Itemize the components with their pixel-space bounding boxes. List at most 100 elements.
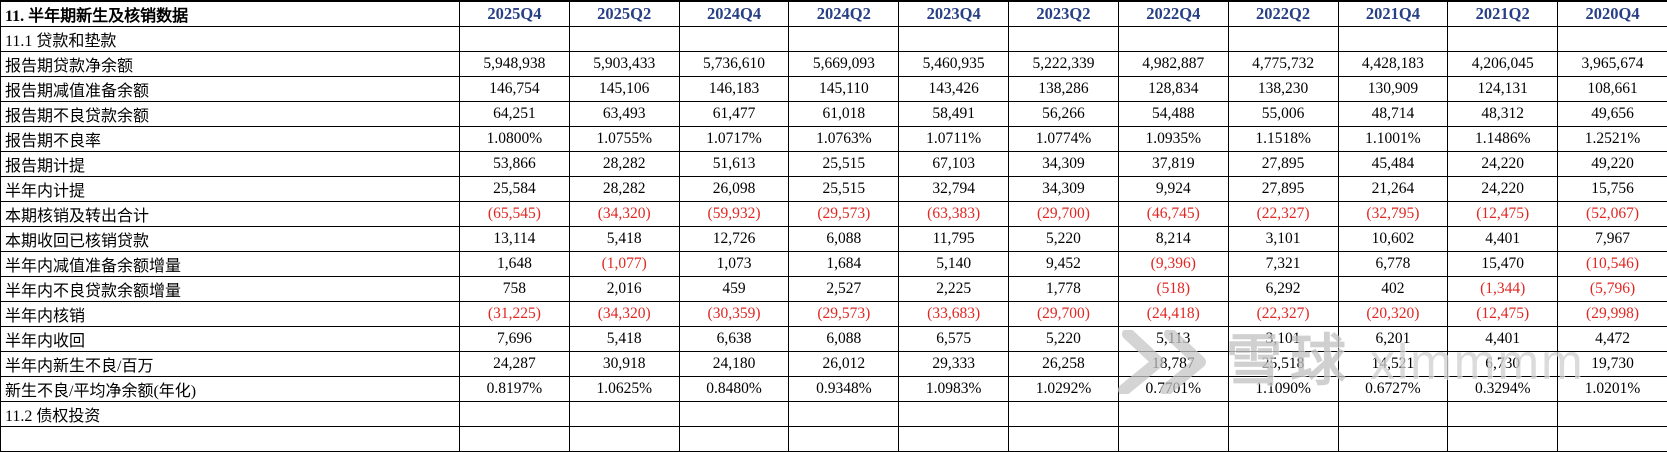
value-cell: (5,796) <box>1558 277 1667 302</box>
value-cell: (12,475) <box>1448 302 1558 327</box>
value-cell: 1.0625% <box>569 377 679 402</box>
value-cell: 15,470 <box>1448 252 1558 277</box>
value-cell <box>569 402 679 427</box>
value-cell <box>1338 27 1448 52</box>
value-cell: 4,401 <box>1448 227 1558 252</box>
row-label: 本期核销及转出合计 <box>1 202 460 227</box>
value-cell: 25,515 <box>789 177 899 202</box>
value-cell <box>899 402 1009 427</box>
value-cell: 5,669,093 <box>789 52 899 77</box>
value-cell: 9,452 <box>1009 252 1119 277</box>
value-cell: 5,903,433 <box>569 52 679 77</box>
value-cell: 7,696 <box>460 327 570 352</box>
value-cell <box>1228 427 1338 452</box>
value-cell: 34,309 <box>1009 152 1119 177</box>
value-cell: (29,700) <box>1009 302 1119 327</box>
value-cell: 5,948,938 <box>460 52 570 77</box>
table-title: 11. 半年期新生及核销数据 <box>1 1 460 27</box>
value-cell: 49,220 <box>1558 152 1667 177</box>
value-cell: 24,220 <box>1448 177 1558 202</box>
value-cell: (29,573) <box>789 202 899 227</box>
value-cell: 24,220 <box>1448 152 1558 177</box>
value-cell: 14,521 <box>1338 352 1448 377</box>
value-cell <box>679 427 789 452</box>
value-cell: 1.0983% <box>899 377 1009 402</box>
row-label: 新生不良/平均净余额(年化) <box>1 377 460 402</box>
column-header: 2021Q4 <box>1338 1 1448 27</box>
value-cell: 4,472 <box>1558 327 1667 352</box>
value-cell: (63,383) <box>899 202 1009 227</box>
value-cell: 6,575 <box>899 327 1009 352</box>
section-row: 11.1 贷款和垫款 <box>1 27 1667 52</box>
value-cell: (31,225) <box>460 302 570 327</box>
value-cell: 402 <box>1338 277 1448 302</box>
value-cell: 1.0774% <box>1009 127 1119 152</box>
value-cell: (20,320) <box>1338 302 1448 327</box>
value-cell: (1,077) <box>569 252 679 277</box>
value-cell <box>1228 27 1338 52</box>
row-label: 半年内减值准备余额增量 <box>1 252 460 277</box>
row-label: 11.2 债权投资 <box>1 402 460 427</box>
value-cell: 26,258 <box>1009 352 1119 377</box>
value-cell: 143,426 <box>899 77 1009 102</box>
value-cell: 0.6727% <box>1338 377 1448 402</box>
table-row: 半年内核销(31,225)(34,320)(30,359)(29,573)(33… <box>1 302 1667 327</box>
value-cell: 3,965,674 <box>1558 52 1667 77</box>
value-cell: 51,613 <box>679 152 789 177</box>
value-cell: 1.1090% <box>1228 377 1338 402</box>
value-cell: 138,230 <box>1228 77 1338 102</box>
value-cell: (52,067) <box>1558 202 1667 227</box>
value-cell: 5,736,610 <box>679 52 789 77</box>
value-cell: 5,418 <box>569 327 679 352</box>
row-label: 报告期计提 <box>1 152 460 177</box>
value-cell: 145,110 <box>789 77 899 102</box>
column-header: 2025Q2 <box>569 1 679 27</box>
value-cell: 459 <box>679 277 789 302</box>
value-cell: (22,327) <box>1228 202 1338 227</box>
column-header: 2020Q4 <box>1558 1 1667 27</box>
value-cell: 18,787 <box>1118 352 1228 377</box>
value-cell: 61,018 <box>789 102 899 127</box>
value-cell <box>1118 27 1228 52</box>
row-label: 半年内计提 <box>1 177 460 202</box>
value-cell <box>679 27 789 52</box>
value-cell: (29,700) <box>1009 202 1119 227</box>
column-header: 2024Q2 <box>789 1 899 27</box>
value-cell: 5,222,339 <box>1009 52 1119 77</box>
value-cell: (29,998) <box>1558 302 1667 327</box>
value-cell: 5,113 <box>1118 327 1228 352</box>
value-cell: 11,795 <box>899 227 1009 252</box>
value-cell: 4,428,183 <box>1338 52 1448 77</box>
column-header: 2024Q4 <box>679 1 789 27</box>
value-cell: 30,918 <box>569 352 679 377</box>
value-cell <box>1448 427 1558 452</box>
value-cell: 1.0292% <box>1009 377 1119 402</box>
value-cell: 108,661 <box>1558 77 1667 102</box>
value-cell: 45,484 <box>1338 152 1448 177</box>
value-cell: (10,546) <box>1558 252 1667 277</box>
value-cell <box>789 427 899 452</box>
value-cell: 28,282 <box>569 152 679 177</box>
value-cell: 2,016 <box>569 277 679 302</box>
value-cell: 5,220 <box>1009 327 1119 352</box>
value-cell: 1.0717% <box>679 127 789 152</box>
value-cell: 12,726 <box>679 227 789 252</box>
value-cell <box>1009 427 1119 452</box>
value-cell: 15,756 <box>1558 177 1667 202</box>
value-cell <box>1448 27 1558 52</box>
value-cell <box>569 427 679 452</box>
value-cell: (46,745) <box>1118 202 1228 227</box>
value-cell: 61,477 <box>679 102 789 127</box>
value-cell: 130,909 <box>1338 77 1448 102</box>
value-cell: (1,344) <box>1448 277 1558 302</box>
value-cell: 10,602 <box>1338 227 1448 252</box>
value-cell: 138,286 <box>1009 77 1119 102</box>
value-cell: (32,795) <box>1338 202 1448 227</box>
column-header: 2022Q4 <box>1118 1 1228 27</box>
value-cell: 4,401 <box>1448 327 1558 352</box>
